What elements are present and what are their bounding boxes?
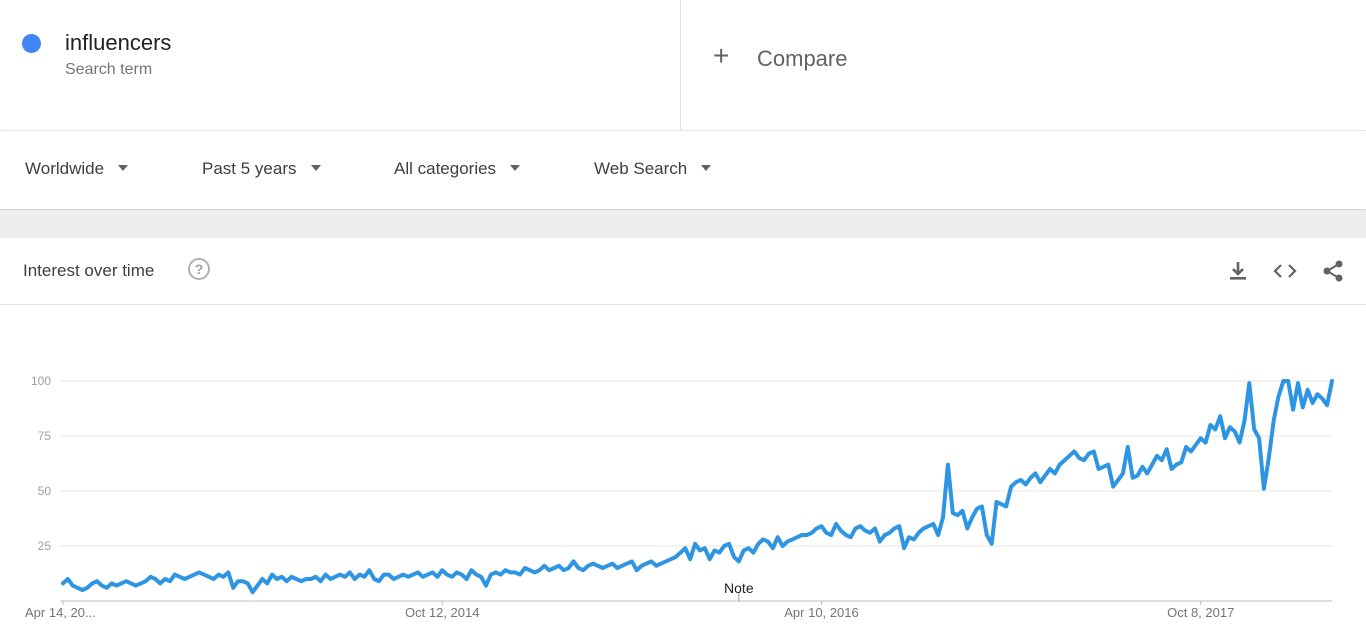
- search-term-name[interactable]: influencers: [65, 30, 172, 55]
- search-term-subtitle: Search term: [65, 61, 153, 78]
- y-tick-label: 25: [38, 539, 52, 553]
- search-property-dropdown[interactable]: Web Search: [594, 159, 712, 179]
- section-title: Interest over time: [23, 261, 155, 280]
- period-dropdown[interactable]: Past 5 years: [202, 159, 321, 179]
- chevron-down-icon: [701, 164, 712, 171]
- chevron-down-icon: [310, 164, 321, 171]
- download-icon[interactable]: [1225, 258, 1251, 284]
- filter-bar: Worldwide Past 5 years All categories We…: [0, 130, 1366, 209]
- series-line[interactable]: [61, 379, 1334, 595]
- note-label[interactable]: Note: [724, 580, 754, 596]
- plus-icon: +: [713, 40, 730, 71]
- x-tick-label: Apr 10, 2016: [784, 605, 858, 620]
- y-tick-label: 50: [38, 484, 52, 498]
- period-label: Past 5 years: [202, 159, 297, 178]
- help-icon[interactable]: ?: [188, 258, 210, 280]
- interest-chart: 25 50 75 100 Apr 14, 20... Oct 12, 2014 Apr 10…: [25, 374, 1334, 620]
- y-tick-label: 75: [38, 429, 52, 443]
- compare-label: Compare: [757, 46, 848, 71]
- region-dropdown[interactable]: Worldwide: [25, 159, 129, 179]
- x-tick-label: Apr 14, 20...: [25, 605, 96, 620]
- embed-icon[interactable]: [1272, 258, 1298, 284]
- section-gap: [0, 210, 1366, 238]
- category-dropdown[interactable]: All categories: [394, 159, 521, 179]
- card-header: Interest over time ?: [0, 238, 1366, 305]
- chevron-down-icon: [510, 164, 521, 171]
- series-color-dot: [22, 34, 41, 53]
- share-icon[interactable]: [1320, 258, 1346, 284]
- search-property-label: Web Search: [594, 159, 688, 178]
- chevron-down-icon: [118, 164, 129, 171]
- category-label: All categories: [394, 159, 497, 178]
- x-tick-label: Oct 12, 2014: [405, 605, 479, 620]
- x-tick-label: Oct 8, 2017: [1167, 605, 1234, 620]
- search-term-panel: influencers Search term: [0, 0, 681, 130]
- compare-button[interactable]: + Compare: [681, 0, 1366, 130]
- y-tick-label: 100: [31, 374, 51, 388]
- region-label: Worldwide: [25, 159, 105, 178]
